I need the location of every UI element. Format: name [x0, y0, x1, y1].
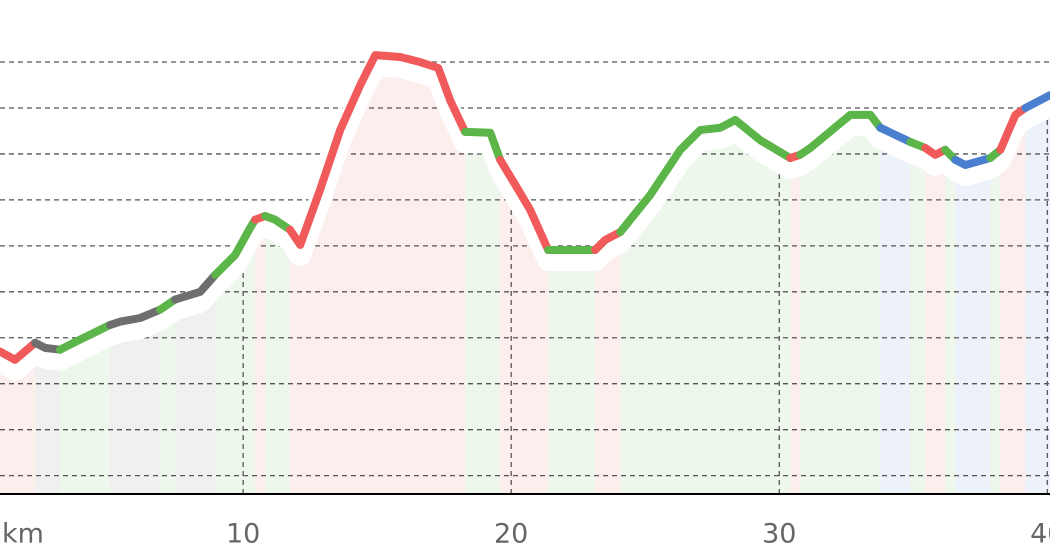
area [465, 131, 501, 494]
elevation-line [286, 51, 470, 249]
elevation-line [461, 127, 505, 164]
area [35, 342, 61, 494]
elevation-line [261, 211, 295, 234]
area [620, 119, 791, 495]
elevation-line [0, 338, 40, 364]
area [955, 158, 991, 494]
area [880, 127, 911, 494]
area [800, 114, 881, 494]
area [290, 55, 466, 494]
elevation-line [591, 228, 625, 254]
area [790, 154, 801, 494]
area [0, 342, 36, 494]
elevation-line [951, 154, 995, 169]
elevation-line [1021, 91, 1050, 112]
area [548, 249, 596, 494]
area [110, 309, 161, 494]
area [910, 141, 926, 494]
elevation-line [876, 123, 915, 146]
elevation-line [616, 115, 795, 237]
area [160, 299, 176, 494]
area [945, 149, 956, 495]
area [175, 274, 216, 494]
area [255, 215, 266, 495]
elevation-line [796, 110, 885, 159]
elevation-line [996, 103, 1030, 154]
x-tick-label: 40 [1030, 519, 1050, 550]
x-tick-label: 10 [226, 519, 260, 550]
elevation-line [211, 215, 260, 279]
x-tick-label: 20 [494, 519, 528, 550]
area [595, 232, 621, 494]
area [990, 149, 1001, 495]
x-tick-label: 30 [762, 519, 796, 550]
elevation-line [171, 270, 220, 304]
area [60, 324, 111, 494]
x-axis-label: km [2, 519, 44, 550]
area [925, 147, 946, 495]
elevation-line [106, 305, 165, 329]
elevation-line [496, 155, 553, 254]
area [1025, 95, 1050, 494]
area [1000, 107, 1026, 495]
area [265, 215, 291, 495]
elevation-line [56, 320, 115, 354]
elevation-line [31, 338, 65, 354]
